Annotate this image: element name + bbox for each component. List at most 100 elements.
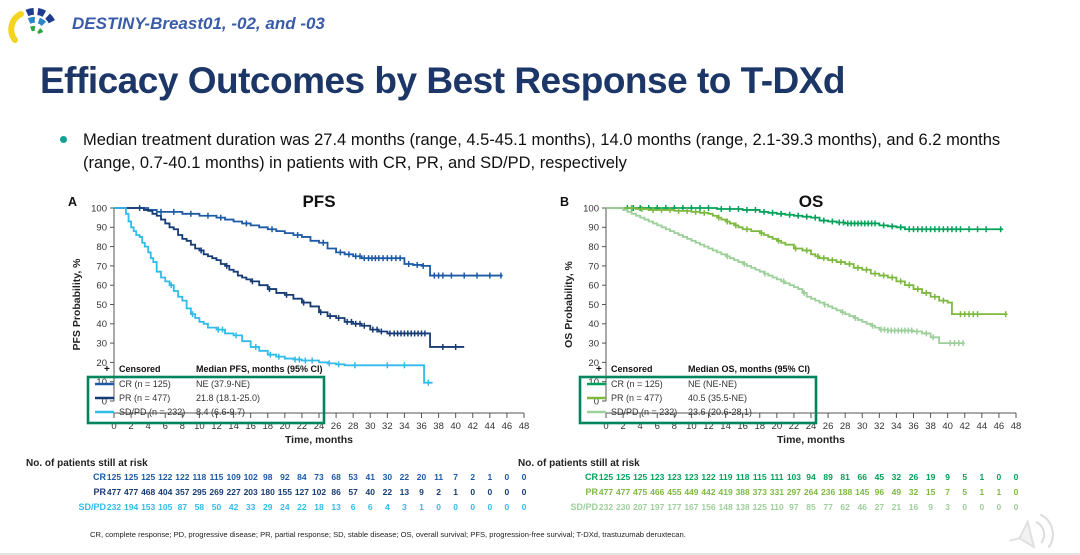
risk-value: 0 [996, 502, 1002, 512]
y-axis-label: PFS Probability, % [71, 258, 83, 351]
svg-text:90: 90 [588, 223, 599, 234]
legend-label-pr: PR (n = 477) [119, 393, 170, 403]
risk-value: 1 [487, 472, 493, 482]
km-curve-pr [114, 207, 465, 350]
svg-text:Censored: Censored [119, 364, 161, 374]
legend-box [86, 375, 326, 425]
svg-text:30: 30 [588, 339, 599, 350]
risk-value: 115 [752, 472, 767, 482]
risk-value: 477 [598, 487, 614, 497]
risk-value: 9 [419, 487, 424, 497]
page-title: Efficacy Outcomes by Best Response to T-… [40, 60, 846, 101]
risk-value: 125 [752, 502, 767, 512]
risk-value: 22 [297, 502, 307, 512]
svg-text:44: 44 [977, 421, 988, 432]
svg-text:28: 28 [348, 421, 359, 432]
risk-value: 9 [928, 502, 933, 512]
risk-value: 125 [633, 472, 648, 482]
svg-text:38: 38 [925, 421, 936, 432]
risk-value: 33 [245, 502, 256, 512]
risk-value: 40 [365, 487, 375, 497]
risk-value: 419 [718, 487, 733, 497]
svg-text:70: 70 [96, 261, 107, 272]
risk-value: 236 [820, 487, 836, 497]
svg-text:4: 4 [638, 421, 643, 432]
svg-text:16: 16 [737, 421, 748, 432]
risk-value: 0 [487, 487, 493, 497]
risk-value: 45 [874, 472, 885, 482]
risk-value: 0 [504, 472, 510, 482]
risk-value: 125 [615, 472, 631, 482]
risk-value: 57 [348, 487, 358, 497]
risk-value: 1 [979, 472, 985, 482]
risk-value: 194 [123, 502, 139, 512]
risk-value: 0 [1013, 502, 1019, 512]
svg-text:2: 2 [620, 421, 625, 432]
svg-text:8: 8 [672, 421, 677, 432]
svg-text:10: 10 [588, 377, 599, 388]
risk-value: 98 [263, 472, 273, 482]
risk-value: 0 [521, 472, 527, 482]
panel-letter: B [560, 195, 569, 209]
risk-value: 449 [684, 487, 699, 497]
pfs-risk-table: No. of patients still at risk CR 125 125 125… [24, 454, 544, 516]
risk-value: 331 [769, 487, 784, 497]
risk-value: 15 [925, 487, 936, 497]
risk-value: 180 [260, 487, 275, 497]
risk-value: 138 [735, 502, 750, 512]
legend: + Censored Median OS, months (95% CI) CR (n… [578, 364, 818, 425]
svg-text:46: 46 [994, 421, 1005, 432]
svg-text:10: 10 [96, 377, 107, 388]
svg-text:40: 40 [588, 319, 599, 330]
risk-value: 68 [331, 472, 341, 482]
svg-text:18: 18 [262, 421, 273, 432]
x-axis-label: Time, months [285, 434, 353, 446]
risk-value: 85 [806, 502, 816, 512]
risk-value: 0 [504, 502, 510, 512]
risk-value: 0 [487, 502, 493, 512]
risk-value: 102 [243, 472, 258, 482]
svg-text:40: 40 [942, 421, 953, 432]
risk-value: 58 [194, 502, 205, 512]
risk-value: 1 [453, 487, 459, 497]
risk-value: 0 [453, 502, 459, 512]
risk-value: 118 [192, 472, 207, 482]
km-curve-sdpd [114, 207, 433, 386]
svg-text:0: 0 [111, 421, 116, 432]
risk-value: 1 [979, 487, 985, 497]
svg-text:36: 36 [416, 421, 427, 432]
risk-value: 89 [823, 472, 833, 482]
risk-value: 18 [314, 502, 324, 512]
risk-value: 3 [402, 502, 407, 512]
svg-text:44: 44 [485, 421, 496, 432]
risk-value: 477 [123, 487, 139, 497]
legend-label-sdpd: SD/PD (n = 232) [611, 407, 677, 417]
brand-header: DESTINY-Breast01, -02, and -03 [8, 5, 325, 43]
svg-text:8: 8 [180, 421, 185, 432]
risk-value: 96 [874, 487, 885, 497]
bullet-dot-icon [60, 136, 67, 143]
pfs-chart-block: A PFS 0 10 20 30 40 50 60 70 80 90 100 PFS Probabilit… [24, 192, 544, 516]
panel-letter: A [68, 195, 77, 209]
svg-text:4: 4 [146, 421, 151, 432]
risk-value: 32 [908, 487, 919, 497]
risk-value: 29 [263, 502, 273, 512]
risk-value: 53 [348, 472, 358, 482]
risk-row-label-cr: CR [93, 472, 106, 482]
risk-value: 0 [470, 487, 476, 497]
risk-value: 477 [106, 487, 122, 497]
risk-value: 22 [382, 487, 393, 497]
risk-value: 109 [226, 472, 241, 482]
risk-value: 455 [667, 487, 682, 497]
risk-value: 97 [789, 502, 799, 512]
risk-value: 73 [314, 472, 324, 482]
svg-text:20: 20 [588, 358, 599, 369]
km-curve-sdpd [606, 207, 965, 347]
risk-value: 177 [667, 502, 682, 512]
risk-value: 13 [331, 502, 341, 512]
svg-text:70: 70 [588, 261, 599, 272]
risk-value: 26 [908, 472, 919, 482]
legend-box [578, 375, 818, 425]
svg-text:+: + [596, 364, 602, 375]
